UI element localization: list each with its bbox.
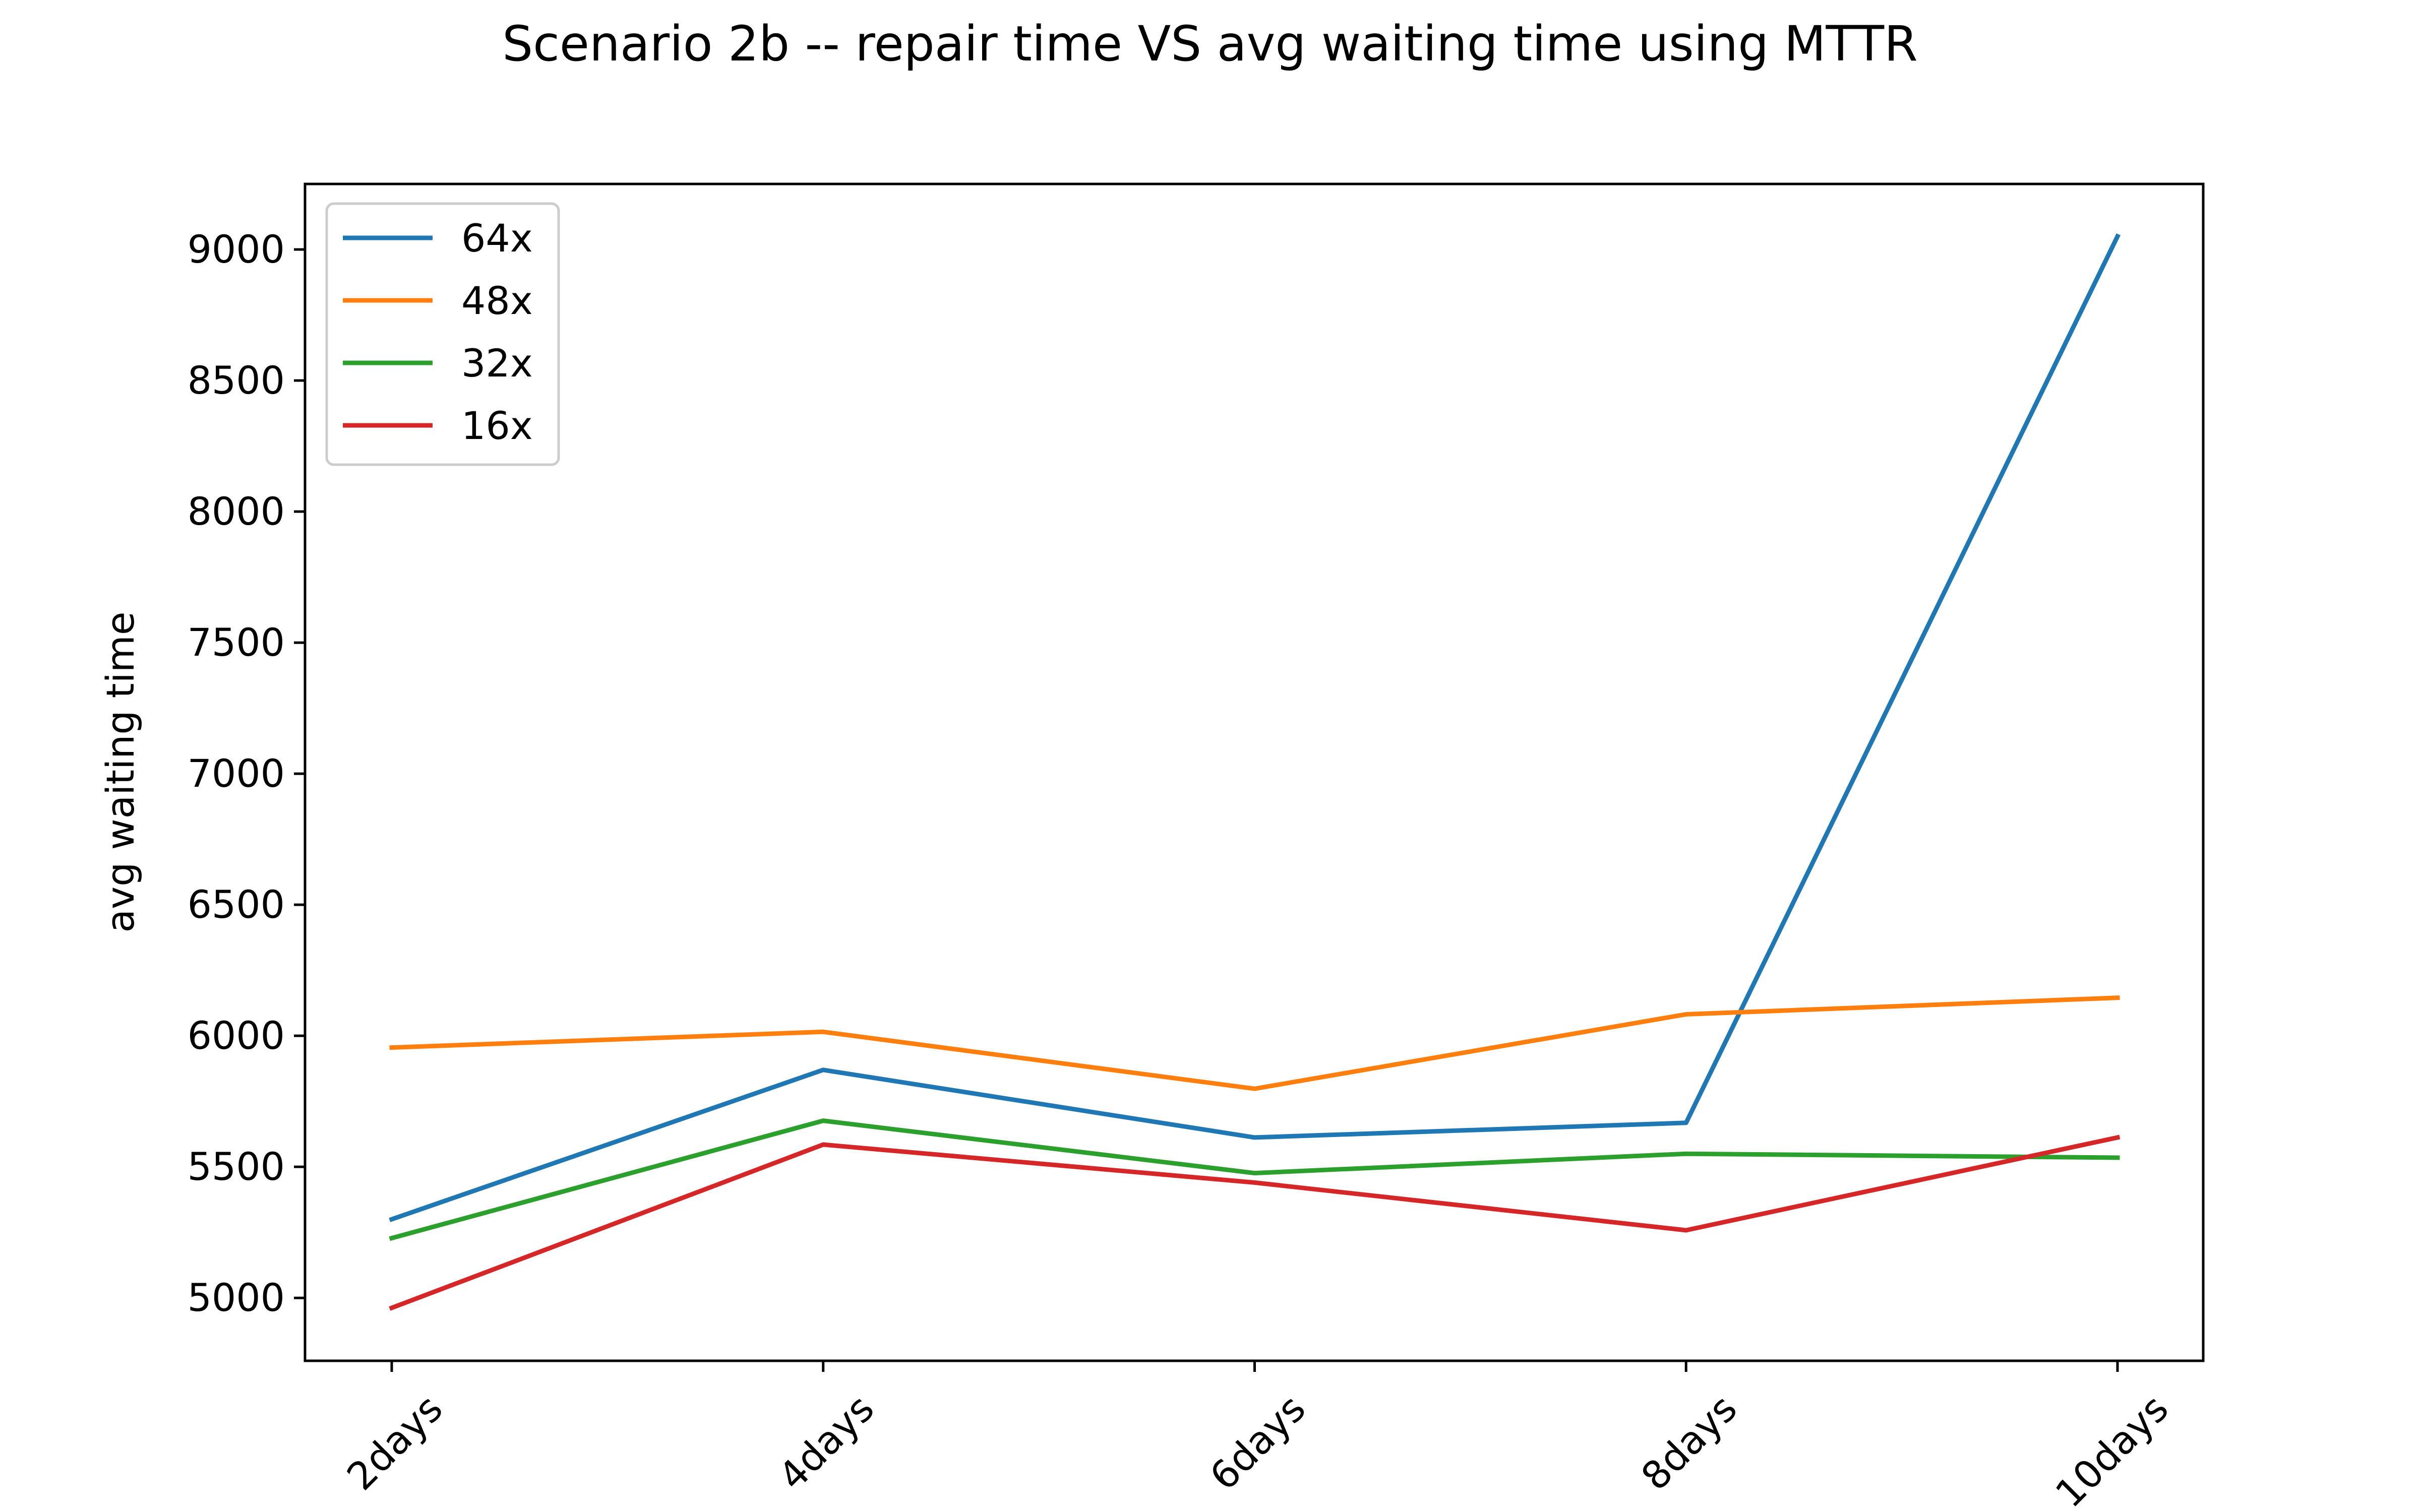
series-line-16x (389, 1135, 2121, 1311)
y-tick-label: 7000 (188, 751, 285, 796)
y-tick-label: 5000 (188, 1275, 285, 1320)
legend: 64x 48x 32x 16x (325, 202, 560, 466)
legend-label: 64x (461, 216, 533, 261)
chart-title: Scenario 2b -- repair time VS avg waitin… (502, 16, 1918, 72)
y-tick-label: 6500 (188, 882, 285, 927)
series-line-64x (389, 233, 2121, 1222)
y-tick-label: 8000 (188, 489, 285, 534)
plot-area (305, 184, 2203, 1361)
series-line-32x (389, 1118, 2120, 1241)
plot-frame (304, 182, 2205, 1362)
y-tick-label: 6000 (188, 1013, 285, 1058)
series-line-48x (389, 995, 2120, 1091)
legend-box (325, 202, 560, 466)
y-tick-label: 9000 (188, 227, 285, 272)
y-axis: 5000 5500 6000 6500 7000 7500 8000 8500 9000 (188, 227, 305, 1320)
y-axis-label: avg waiting time (98, 612, 143, 933)
series-lines (389, 233, 2121, 1311)
y-tick-label: 5500 (188, 1144, 285, 1189)
legend-label: 16x (461, 403, 533, 448)
y-tick-label: 8500 (188, 358, 285, 403)
legend-label: 48x (461, 278, 533, 323)
y-tick-label: 7500 (188, 620, 285, 665)
legend-label: 32x (461, 341, 533, 386)
